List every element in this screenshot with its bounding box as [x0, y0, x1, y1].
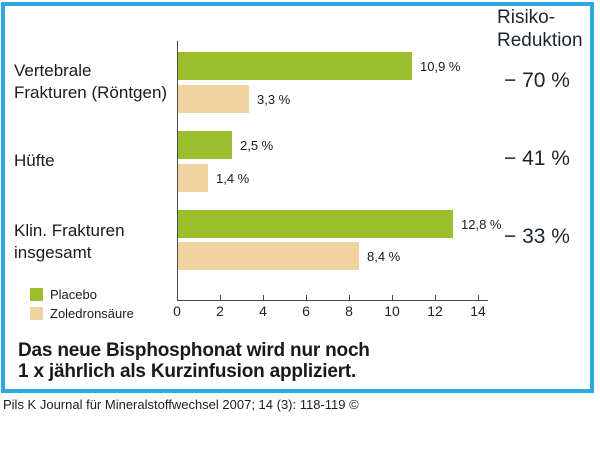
category-label-line: Vertebrale	[14, 61, 92, 80]
headline-line2: 1 x jährlich als Kurzinfusion appliziert…	[18, 361, 357, 382]
x-axis-tick-label: 6	[302, 303, 310, 319]
risk-reduction-header: Risiko- Reduktion	[497, 6, 583, 52]
x-axis-line	[177, 300, 488, 301]
risk-header-line1: Risiko-	[497, 7, 556, 28]
legend-label: Placebo	[50, 287, 97, 302]
x-axis-tick-label: 0	[173, 303, 181, 319]
headline: Das neue Bisphosphonat wird nur noch 1 x…	[18, 340, 370, 382]
legend-swatch-icon	[30, 288, 43, 301]
bar-value-label: 8,4 %	[367, 249, 401, 264]
category-label-line: Frakturen (Röntgen)	[14, 83, 168, 102]
bar-value-label: 1,4 %	[216, 171, 250, 186]
x-axis-tick	[349, 295, 350, 300]
legend-row: Zoledronsäure	[30, 304, 134, 323]
risk-reduction-value: − 70 %	[504, 69, 570, 92]
x-axis-tick-label: 4	[259, 303, 267, 319]
citation: Pils K Journal für Mineralstoffwechsel 2…	[3, 397, 359, 412]
category-label-line: insgesamt	[14, 243, 92, 262]
category-label-line: Hüfte	[14, 151, 55, 170]
risk-reduction-value: − 41 %	[504, 147, 570, 170]
bar-value-label: 12,8 %	[461, 217, 502, 232]
x-axis-tick	[177, 295, 178, 300]
x-axis-tick	[220, 295, 221, 300]
x-axis-tick	[478, 295, 479, 300]
legend-swatch-icon	[30, 307, 43, 320]
headline-line1: Das neue Bisphosphonat wird nur noch	[18, 340, 370, 361]
bar-placebo	[178, 52, 412, 80]
x-axis-tick-label: 8	[345, 303, 353, 319]
x-axis-tick-label: 14	[470, 303, 486, 319]
risk-reduction-value: − 33 %	[504, 225, 570, 248]
x-axis-tick	[392, 295, 393, 300]
category-label: Vertebrale Frakturen (Röntgen)	[14, 60, 167, 104]
risk-header-line2: Reduktion	[497, 30, 583, 51]
legend-row: Placebo	[30, 285, 134, 304]
y-axis-line	[177, 41, 178, 300]
bar-value-label: 3,3 %	[257, 92, 291, 107]
category-label: Klin. Frakturen insgesamt	[14, 220, 125, 264]
category-label-line: Klin. Frakturen	[14, 221, 125, 240]
x-axis-tick	[435, 295, 436, 300]
legend: Placebo Zoledronsäure	[30, 285, 134, 323]
x-axis-tick-label: 10	[384, 303, 400, 319]
bar-zoledronsäure	[178, 85, 249, 113]
x-axis-tick	[306, 295, 307, 300]
bar-placebo	[178, 131, 232, 159]
bar-placebo	[178, 210, 453, 238]
bar-value-label: 10,9 %	[420, 59, 461, 74]
x-axis-tick	[263, 295, 264, 300]
bar-zoledronsäure	[178, 164, 208, 192]
category-label: Hüfte	[14, 150, 55, 172]
legend-label: Zoledronsäure	[50, 306, 134, 321]
bar-value-label: 2,5 %	[240, 138, 274, 153]
x-axis-tick-label: 12	[427, 303, 443, 319]
bar-zoledronsäure	[178, 242, 359, 270]
x-axis-tick-label: 2	[216, 303, 224, 319]
